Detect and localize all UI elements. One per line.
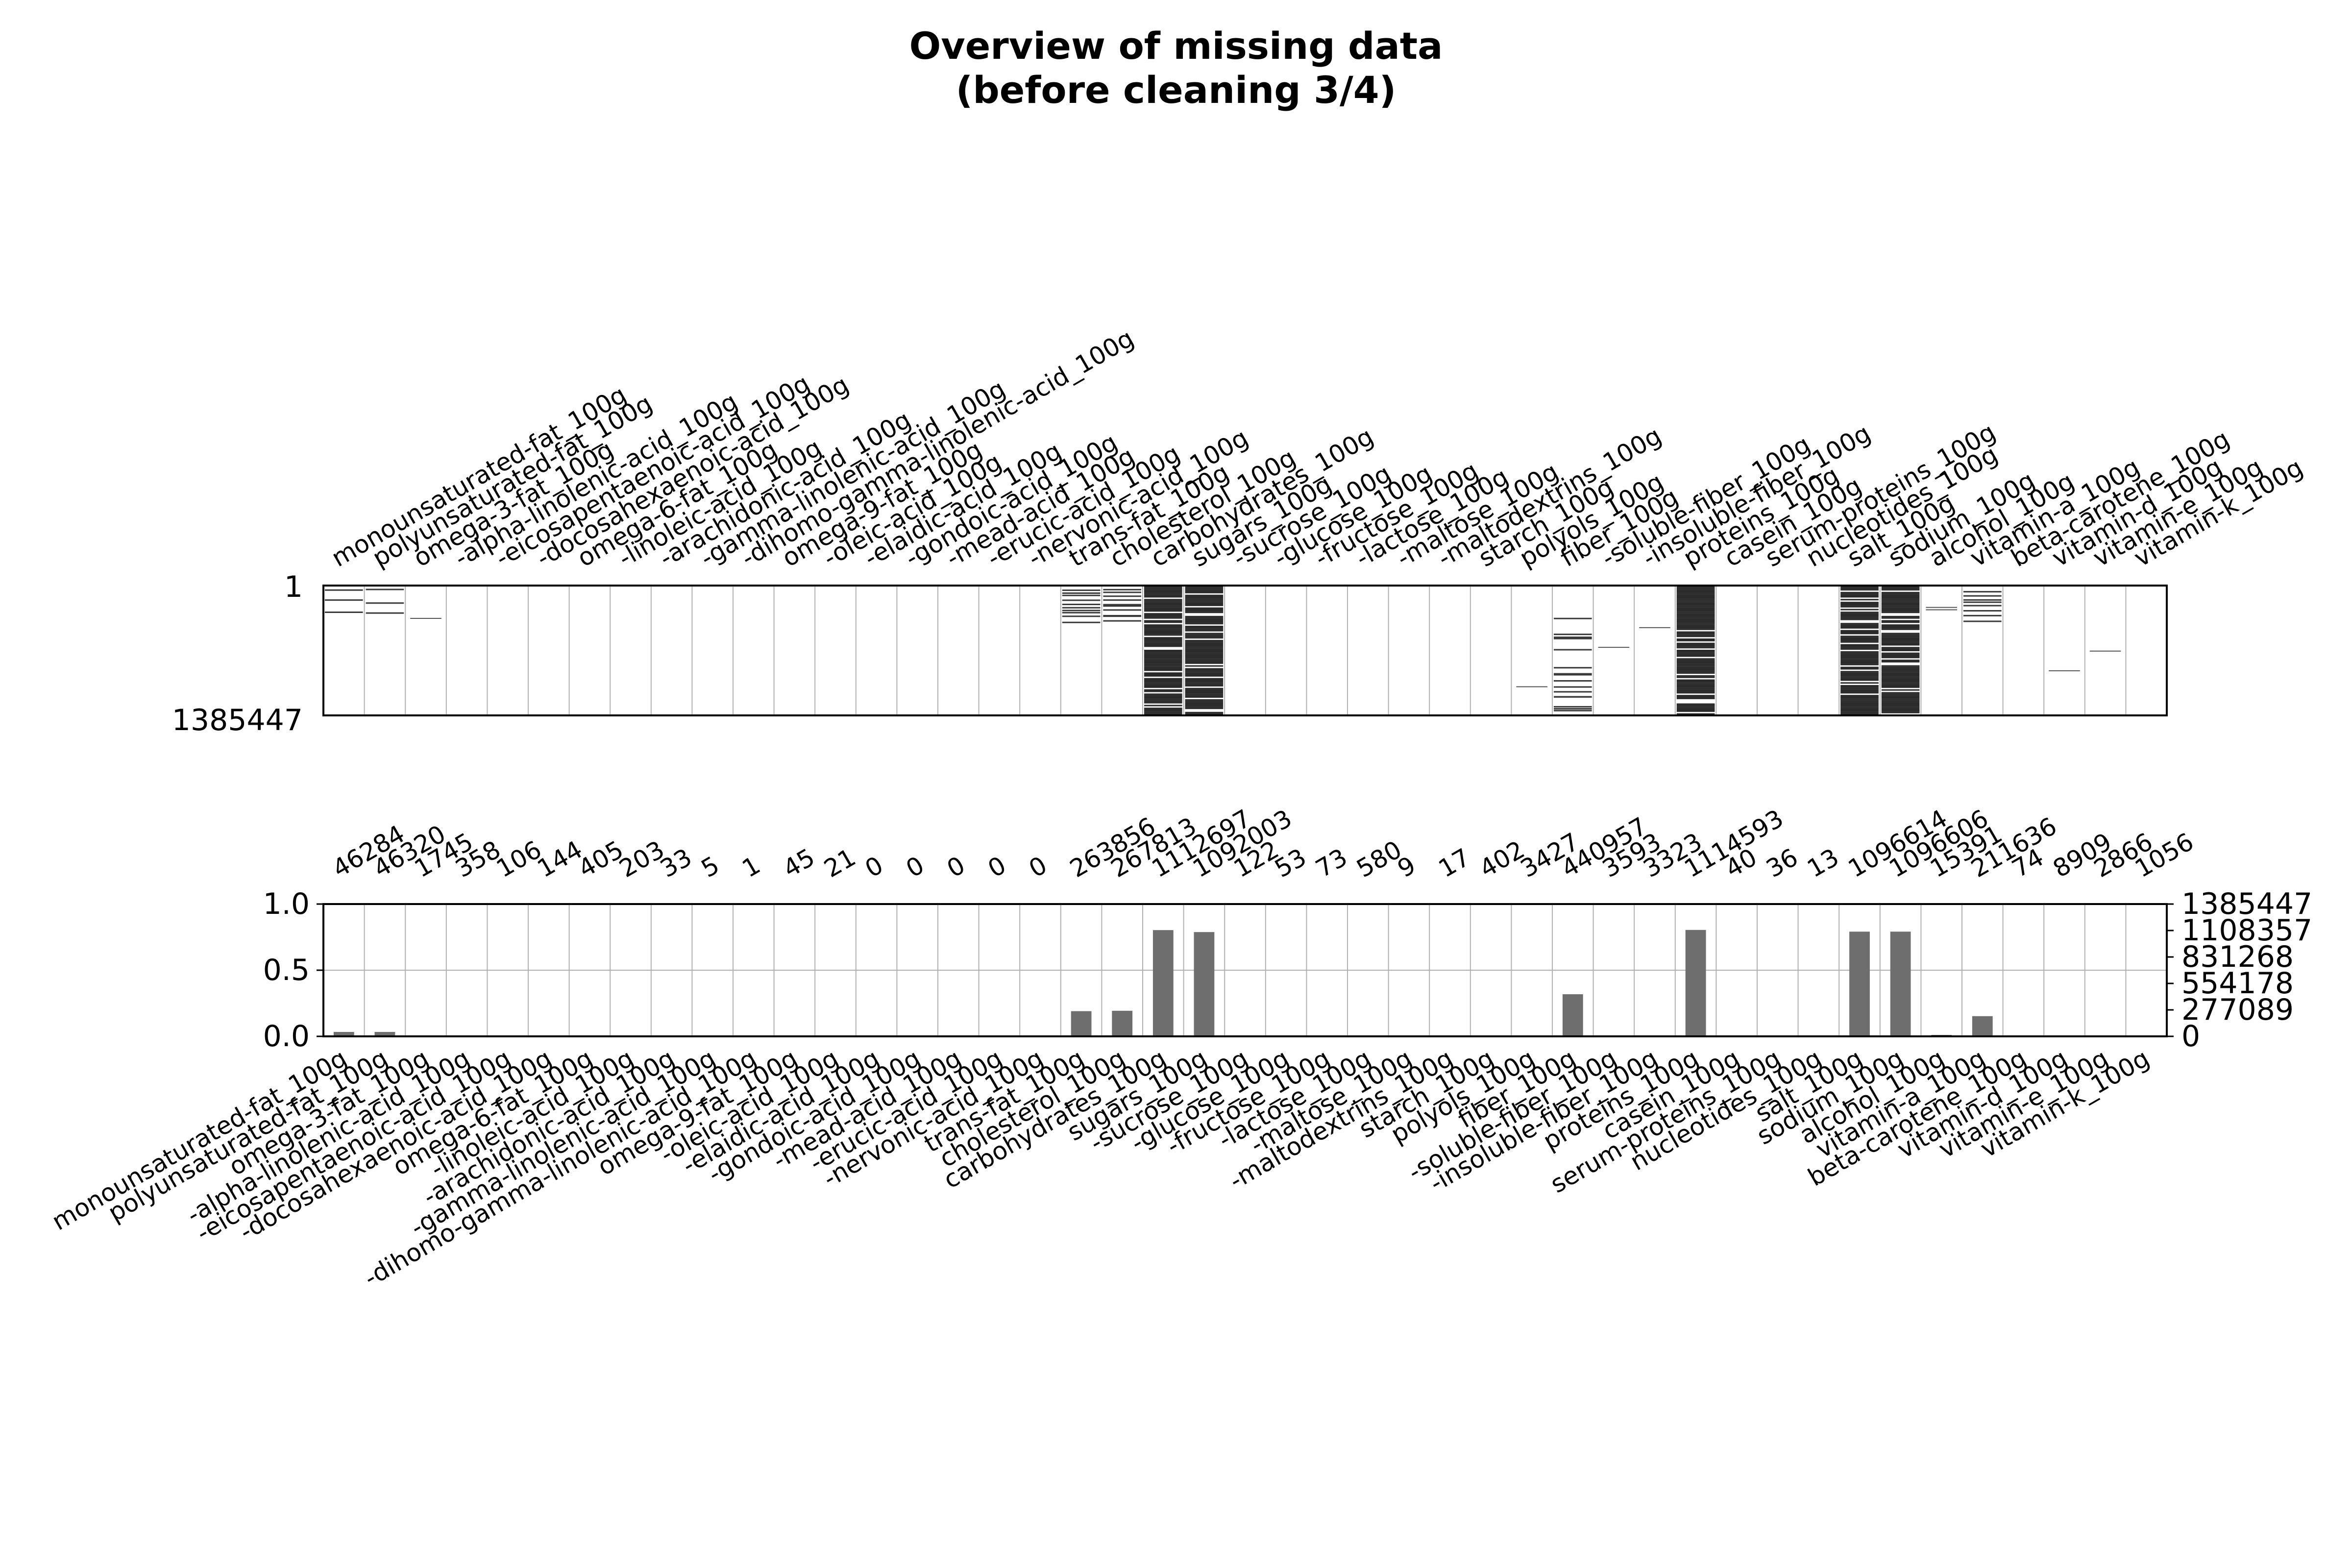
bar-left-tick-label: 1.0 [263, 887, 310, 921]
bar-right-tick-label: 831268 [2181, 940, 2294, 974]
bar-left-tick-label: 0.0 [263, 1019, 310, 1054]
bar-right-tick-label: 0 [2181, 1019, 2200, 1054]
bar-mark [1972, 1016, 1993, 1036]
matrix-y-tick-bottom: 1385447 [172, 703, 303, 737]
matrix-gridlines [364, 586, 2127, 715]
bar-mark [1071, 1011, 1092, 1036]
matrix-frame [322, 585, 2168, 716]
matrix-y-tick-top: 1 [284, 570, 303, 604]
bar-marks [333, 930, 2157, 1036]
bar-mark [1152, 930, 1174, 1036]
bar-left-tick-label: 0.5 [263, 953, 310, 987]
bar-mark [1112, 1010, 1133, 1036]
bar-mark [1194, 932, 1215, 1036]
bar-mark [1890, 931, 1911, 1036]
chart-title-line-1: Overview of missing data [909, 24, 1443, 68]
bar-right-tick-label: 1108357 [2181, 913, 2312, 948]
missing-count-bar-panel: 0.0 0.5 1.0 027708955417883126811083571385… [47, 804, 2312, 1293]
bar-right-tick-label: 277089 [2181, 993, 2294, 1027]
bar-category-labels: monounsaturated-fat_100gpolyunsaturated-… [47, 1044, 2154, 1292]
chart-title-line-2: (before cleaning 3/4) [956, 68, 1396, 112]
bar-right-tick-label: 1385447 [2181, 887, 2312, 921]
bar-mark [374, 1031, 395, 1036]
bar-mark [1562, 994, 1583, 1036]
bar-left-axis: 0.0 0.5 1.0 [263, 887, 323, 1054]
matrix-cells [325, 585, 2121, 715]
bar-mark [1849, 931, 1870, 1036]
bar-right-tick-label: 554178 [2181, 966, 2294, 1001]
bar-mark [333, 1031, 354, 1036]
bar-mark [1685, 930, 1706, 1036]
